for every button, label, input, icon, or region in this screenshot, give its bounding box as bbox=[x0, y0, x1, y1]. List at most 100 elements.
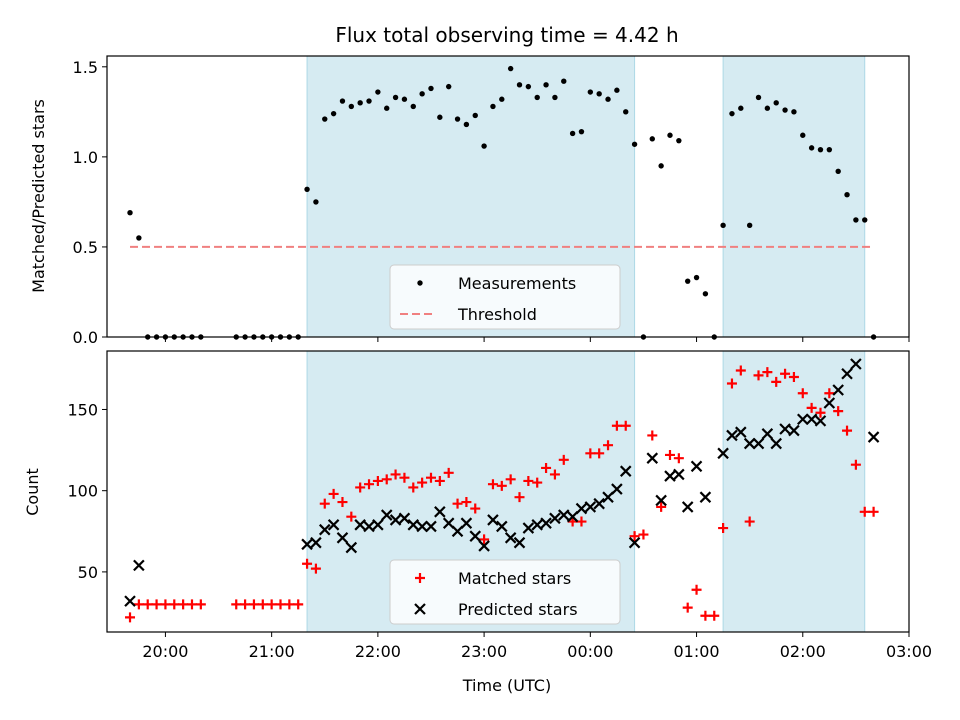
bottom-x-point-24 bbox=[496, 520, 508, 533]
bottom-plus-point-67 bbox=[744, 516, 755, 527]
bottom-plus-point-13 bbox=[266, 599, 277, 610]
top-y-tick-label-3: 1.5 bbox=[73, 58, 98, 77]
bottom-plus-point-23 bbox=[355, 482, 366, 493]
bottom-panel: 50 100 150 20:00 21:00 22:00 23:00 00:00 01:00 02… bbox=[67, 350, 932, 661]
top-dot-point-28 bbox=[401, 96, 408, 102]
bottom-plus-point-69 bbox=[762, 367, 773, 378]
top-dot-point-34 bbox=[454, 116, 461, 122]
bottom-x-point-29 bbox=[540, 517, 552, 529]
top-dot-point-51 bbox=[605, 96, 611, 102]
bottom-plus-point-39 bbox=[496, 480, 507, 491]
top-dot-point-0 bbox=[127, 210, 133, 216]
bottom-x-tick-label-4: 00:00 bbox=[567, 642, 613, 661]
bottom-plus-point-15 bbox=[284, 599, 295, 610]
top-dot-point-65 bbox=[729, 110, 735, 117]
bottom-x-point-58 bbox=[814, 415, 827, 427]
bottom-x-point-18 bbox=[442, 517, 455, 529]
top-dot-point-69 bbox=[764, 105, 771, 111]
bottom-plus-point-34 bbox=[452, 498, 463, 509]
bottom-plus-point-72 bbox=[788, 371, 799, 382]
top-dot-point-38 bbox=[490, 103, 496, 110]
top-dot-point-60 bbox=[684, 278, 691, 284]
bottom-x-point-35 bbox=[593, 497, 605, 510]
bottom-plus-point-37 bbox=[479, 534, 490, 545]
bottom-plus-point-64 bbox=[718, 523, 729, 534]
bottom-x-point-44 bbox=[681, 501, 694, 513]
top-dot-point-58 bbox=[667, 132, 673, 138]
bottom-x-tick-label-0: 20:00 bbox=[142, 642, 188, 661]
top-dot-point-73 bbox=[800, 132, 806, 138]
bottom-x-point-46 bbox=[699, 491, 712, 503]
top-dot-point-36 bbox=[472, 112, 478, 119]
y-axis-label-top: Matched/Predicted stars bbox=[29, 99, 48, 293]
top-dot-point-30 bbox=[419, 91, 425, 97]
bottom-plus-point-28 bbox=[399, 472, 410, 483]
top-dot-point-19 bbox=[322, 116, 328, 122]
bottom-plus-point-60 bbox=[682, 602, 693, 613]
bottom-x-point-34 bbox=[584, 501, 597, 513]
bottom-x-point-9 bbox=[363, 520, 375, 533]
bottom-plus-point-31 bbox=[425, 472, 436, 483]
bottom-x-point-42 bbox=[664, 470, 676, 482]
bottom-plus-point-5 bbox=[169, 599, 180, 610]
bottom-plus-point-79 bbox=[850, 459, 861, 470]
top-dot-point-17 bbox=[304, 186, 310, 192]
bottom-legend-marker-1 bbox=[414, 603, 426, 615]
bottom-plus-point-42 bbox=[523, 475, 534, 486]
bottom-legend-label-1: Predicted stars bbox=[458, 600, 578, 619]
bottom-plus-point-11 bbox=[248, 599, 259, 610]
bottom-plus-point-20 bbox=[328, 488, 339, 499]
bottom-plus-point-12 bbox=[257, 599, 268, 610]
bottom-x-point-43 bbox=[673, 468, 685, 481]
bottom-plus-point-80 bbox=[859, 506, 870, 517]
bottom-plus-point-62 bbox=[700, 610, 711, 621]
bottom-x-point-6 bbox=[336, 532, 349, 544]
bottom-x-point-16 bbox=[425, 520, 437, 533]
top-legend-label-0: Measurements bbox=[458, 274, 576, 293]
bottom-x-point-37 bbox=[611, 483, 623, 495]
top-dot-point-41 bbox=[516, 82, 523, 88]
bottom-x-point-12 bbox=[389, 514, 402, 526]
bottom-x-point-14 bbox=[407, 519, 420, 531]
top-dot-point-70 bbox=[773, 100, 779, 106]
top-dot-point-32 bbox=[437, 114, 443, 120]
bottom-plus-point-54 bbox=[629, 531, 640, 542]
top-dot-point-68 bbox=[755, 94, 762, 101]
top-shaded-span-1 bbox=[722, 55, 866, 338]
bottom-x-tick-label-7: 03:00 bbox=[886, 642, 932, 661]
bottom-x-point-36 bbox=[602, 491, 614, 503]
top-dot-point-75 bbox=[817, 146, 824, 153]
bottom-x-point-63 bbox=[867, 431, 880, 443]
bottom-plus-point-2 bbox=[142, 599, 153, 610]
bottom-x-point-7 bbox=[345, 541, 358, 554]
bottom-x-point-28 bbox=[531, 519, 543, 531]
bottom-x-point-22 bbox=[478, 540, 490, 552]
bottom-x-point-59 bbox=[823, 397, 836, 409]
bottom-plus-point-45 bbox=[549, 469, 560, 480]
bottom-x-point-0 bbox=[124, 595, 136, 607]
bottom-plus-point-1 bbox=[133, 599, 144, 610]
bottom-plus-point-0 bbox=[125, 612, 136, 623]
top-y-tick-label-1: 0.5 bbox=[73, 238, 98, 257]
bottom-plus-point-77 bbox=[833, 406, 844, 417]
bottom-x-point-55 bbox=[788, 424, 800, 437]
bottom-plus-point-65 bbox=[726, 378, 737, 389]
bottom-x-point-10 bbox=[372, 519, 384, 531]
bottom-x-tick-label-6: 02:00 bbox=[780, 642, 826, 661]
bottom-plus-point-46 bbox=[558, 454, 569, 465]
top-dot-point-64 bbox=[720, 222, 726, 229]
bottom-x-tick-label-2: 22:00 bbox=[355, 642, 401, 661]
bottom-plus-point-30 bbox=[417, 477, 428, 488]
top-legend-marker-0 bbox=[417, 280, 423, 286]
bottom-legend-box bbox=[389, 559, 621, 625]
bottom-x-point-21 bbox=[469, 530, 482, 542]
bottom-plus-point-44 bbox=[541, 462, 552, 473]
bottom-legend-label-0: Matched stars bbox=[458, 569, 571, 588]
bottom-plus-point-3 bbox=[151, 599, 162, 610]
top-dot-point-45 bbox=[552, 94, 558, 101]
bottom-x-point-15 bbox=[416, 520, 428, 533]
bottom-plus-point-58 bbox=[664, 449, 675, 460]
bottom-plus-point-10 bbox=[240, 599, 251, 610]
bottom-x-point-51 bbox=[752, 437, 765, 450]
